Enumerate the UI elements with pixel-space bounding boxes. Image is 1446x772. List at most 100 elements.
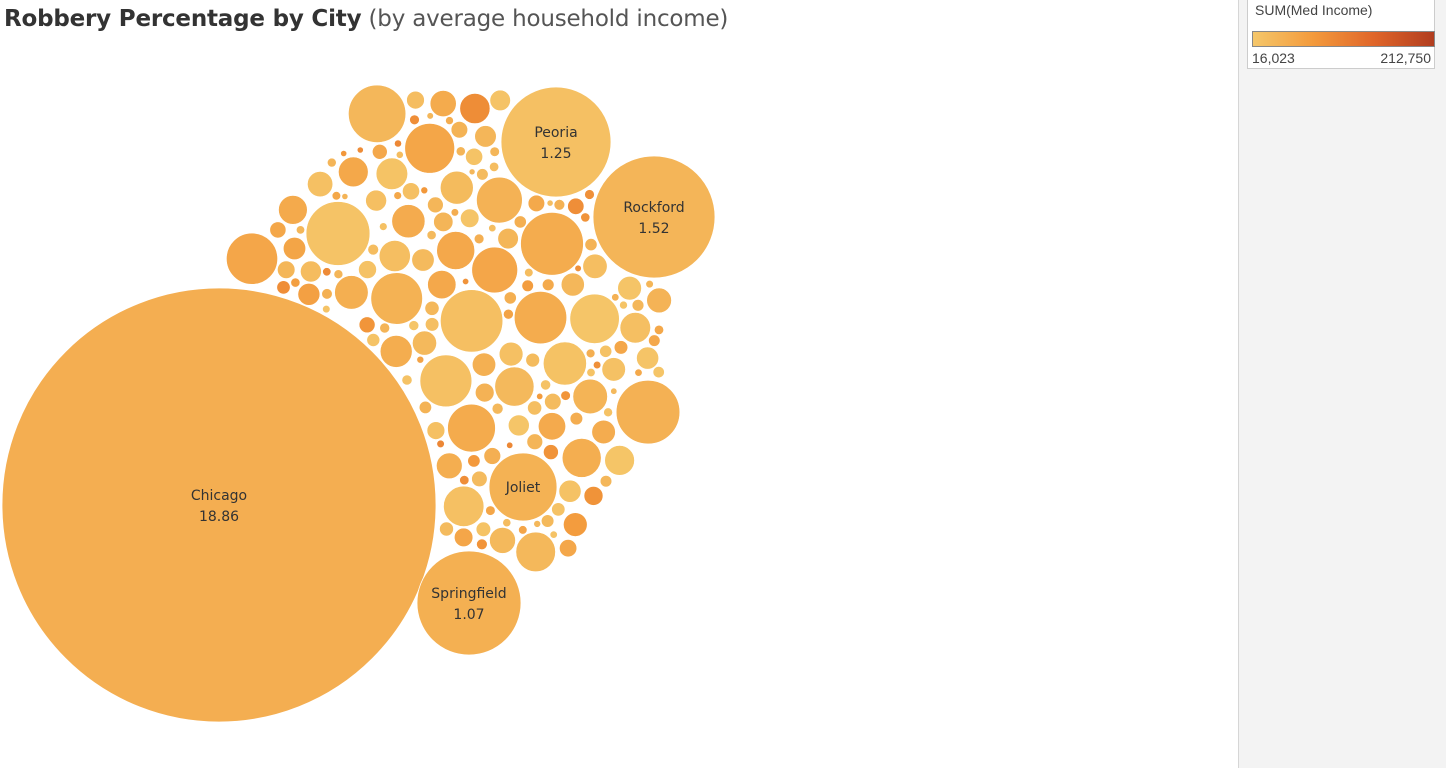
city-bubble[interactable]	[460, 208, 480, 228]
city-bubble[interactable]	[436, 452, 463, 479]
city-bubble[interactable]	[503, 291, 517, 305]
city-bubble[interactable]	[366, 333, 381, 347]
city-bubble[interactable]	[338, 156, 369, 188]
city-bubble[interactable]	[560, 390, 571, 401]
city-bubble[interactable]	[426, 230, 437, 240]
city-bubble[interactable]	[471, 246, 518, 294]
city-bubble[interactable]	[489, 161, 500, 172]
city-bubble[interactable]	[473, 233, 485, 245]
city-bubble[interactable]	[467, 454, 481, 468]
city-bubble[interactable]	[613, 340, 629, 355]
city-bubble[interactable]	[558, 479, 582, 503]
city-bubble[interactable]	[485, 505, 496, 516]
city-bubble[interactable]	[527, 400, 542, 416]
city-bubble[interactable]	[371, 144, 388, 160]
city-bubble[interactable]	[462, 277, 470, 285]
city-bubble[interactable]	[569, 412, 584, 426]
city-bubble[interactable]	[391, 204, 426, 239]
city-bubble[interactable]	[333, 269, 344, 280]
city-bubble[interactable]	[379, 322, 391, 334]
city-bubble[interactable]	[610, 387, 618, 395]
city-bubble[interactable]	[631, 299, 645, 312]
city-bubble[interactable]	[454, 527, 474, 548]
city-bubble[interactable]	[439, 170, 474, 205]
bubble-chicago[interactable]	[1, 287, 437, 723]
city-bubble[interactable]	[533, 520, 542, 528]
city-bubble[interactable]	[527, 194, 546, 212]
city-bubble[interactable]	[419, 354, 473, 408]
city-bubble[interactable]	[604, 445, 635, 476]
city-bubble[interactable]	[634, 368, 643, 377]
bubble-rockford[interactable]	[592, 155, 716, 279]
city-bubble[interactable]	[583, 486, 604, 506]
city-bubble[interactable]	[520, 212, 584, 276]
city-bubble[interactable]	[521, 279, 534, 292]
city-bubble[interactable]	[611, 293, 620, 302]
city-bubble[interactable]	[439, 521, 454, 537]
city-bubble[interactable]	[585, 348, 596, 359]
city-bubble[interactable]	[584, 189, 595, 200]
city-bubble[interactable]	[475, 382, 495, 403]
city-bubble[interactable]	[370, 272, 423, 325]
city-bubble[interactable]	[645, 280, 654, 289]
city-bubble[interactable]	[379, 222, 388, 231]
city-bubble[interactable]	[426, 112, 434, 120]
city-bubble[interactable]	[491, 402, 504, 415]
city-bubble[interactable]	[652, 366, 665, 379]
city-bubble[interactable]	[544, 393, 562, 411]
city-bubble[interactable]	[393, 191, 402, 200]
city-bubble[interactable]	[358, 260, 377, 279]
city-bubble[interactable]	[582, 253, 608, 279]
city-bubble[interactable]	[502, 518, 512, 528]
city-bubble[interactable]	[513, 291, 567, 345]
city-bubble[interactable]	[474, 125, 497, 148]
city-bubble[interactable]	[471, 352, 496, 377]
city-bubble[interactable]	[540, 514, 555, 528]
city-bubble[interactable]	[476, 538, 488, 550]
city-bubble[interactable]	[559, 539, 578, 558]
city-bubble[interactable]	[526, 433, 543, 450]
city-bubble[interactable]	[515, 531, 556, 573]
city-bubble[interactable]	[447, 403, 496, 453]
city-bubble[interactable]	[572, 378, 608, 415]
city-bubble[interactable]	[551, 502, 566, 517]
city-bubble[interactable]	[560, 272, 585, 297]
city-bubble[interactable]	[524, 268, 534, 278]
city-bubble[interactable]	[440, 289, 504, 353]
city-bubble[interactable]	[506, 441, 514, 449]
city-bubble[interactable]	[518, 525, 528, 535]
city-bubble[interactable]	[305, 201, 371, 266]
city-bubble[interactable]	[584, 238, 598, 251]
city-bubble[interactable]	[341, 193, 349, 200]
city-bubble[interactable]	[636, 346, 660, 370]
city-bubble[interactable]	[282, 237, 306, 261]
city-bubble[interactable]	[395, 150, 404, 159]
city-bubble[interactable]	[276, 280, 291, 295]
city-bubble[interactable]	[498, 341, 524, 367]
city-bubble[interactable]	[488, 224, 497, 233]
city-bubble[interactable]	[497, 228, 519, 250]
city-bubble[interactable]	[277, 260, 296, 279]
city-bubble[interactable]	[226, 232, 278, 285]
city-bubble[interactable]	[569, 293, 620, 344]
city-bubble[interactable]	[475, 521, 492, 537]
city-bubble[interactable]	[326, 157, 337, 168]
city-bubble[interactable]	[459, 475, 470, 486]
city-bubble[interactable]	[543, 444, 559, 460]
city-bubble[interactable]	[427, 196, 444, 214]
city-bubble[interactable]	[420, 186, 429, 195]
city-bubble[interactable]	[543, 341, 587, 386]
city-bubble[interactable]	[553, 199, 566, 211]
city-bubble[interactable]	[321, 288, 333, 300]
bubble-springfield[interactable]	[416, 550, 522, 656]
city-bubble[interactable]	[563, 512, 588, 537]
city-bubble[interactable]	[489, 527, 516, 554]
city-bubble[interactable]	[290, 277, 301, 288]
city-bubble[interactable]	[334, 275, 369, 310]
city-bubble[interactable]	[580, 212, 591, 223]
bubble-joliet[interactable]	[488, 452, 558, 522]
city-bubble[interactable]	[471, 470, 488, 488]
city-bubble[interactable]	[617, 276, 642, 301]
city-bubble[interactable]	[592, 360, 602, 370]
city-bubble[interactable]	[297, 282, 321, 306]
